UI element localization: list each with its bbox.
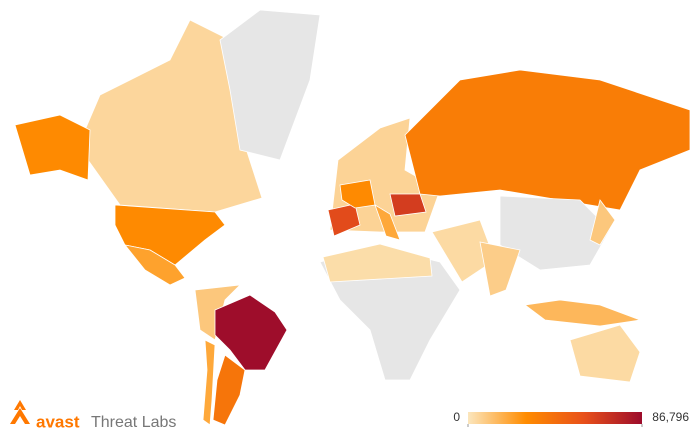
region xyxy=(523,299,642,327)
region xyxy=(569,324,641,383)
region xyxy=(202,339,216,426)
region xyxy=(479,241,521,297)
region xyxy=(327,203,361,237)
region xyxy=(124,244,186,286)
region xyxy=(404,69,691,211)
logo-icon xyxy=(10,400,30,424)
region xyxy=(339,179,376,209)
region xyxy=(322,243,433,283)
region xyxy=(589,199,616,246)
region xyxy=(214,294,288,371)
legend-colorbar xyxy=(468,412,642,424)
region xyxy=(219,9,321,161)
region xyxy=(389,193,427,217)
logo: avast Threat Labs xyxy=(10,400,176,431)
logo-suffix: Threat Labs xyxy=(91,414,176,431)
legend-label: 0 xyxy=(453,410,460,424)
region xyxy=(212,354,246,426)
region xyxy=(374,204,401,241)
region xyxy=(499,195,611,271)
logo-brand: avast xyxy=(36,412,80,431)
legend-label: 86,796 xyxy=(652,410,689,424)
